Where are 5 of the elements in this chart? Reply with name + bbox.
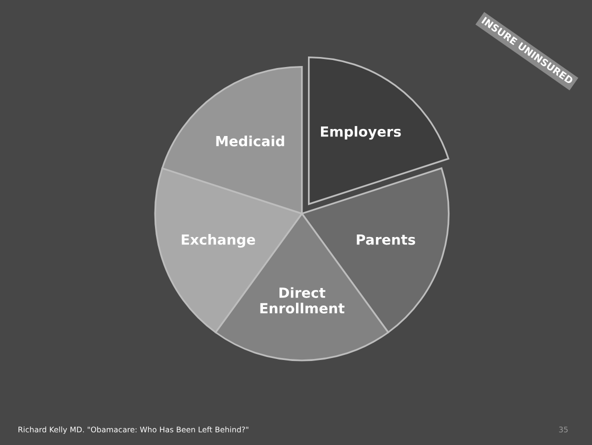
slice-label: Parents [356,234,416,245]
slice-label: Direct Enrollment [260,287,344,314]
slice-label: Employers [320,126,401,140]
slice-label: Medicaid [216,136,284,146]
slice-label: Exchange [182,234,256,248]
